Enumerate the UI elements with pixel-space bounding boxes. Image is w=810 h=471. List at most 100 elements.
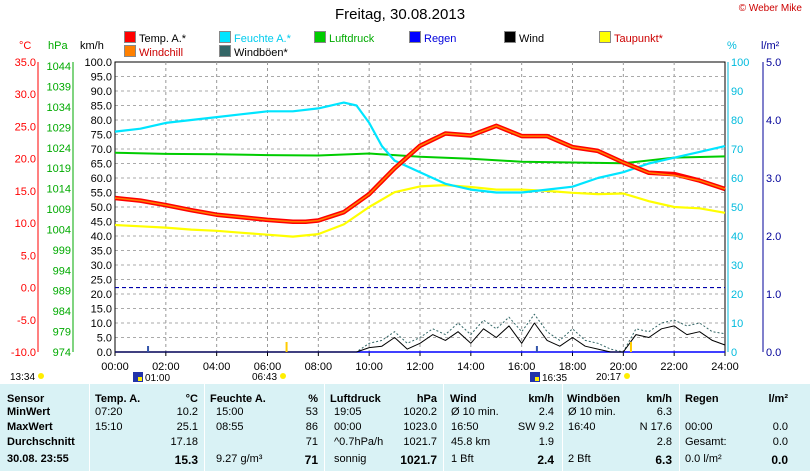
stats-cell-rain_v: 0.0 xyxy=(772,436,788,448)
stats-cell-gust_v: 6.3 xyxy=(656,406,672,418)
legend-humidity-swatch xyxy=(219,31,231,43)
stats-cell-wind_t: Ø 10 min. xyxy=(451,406,499,418)
stats-cell-gust_t: 2 Bft xyxy=(568,453,591,465)
legend-temp-swatch xyxy=(124,31,136,43)
stats-header-pressure: Luftdruck xyxy=(330,393,381,405)
tick-label-percent: 60 xyxy=(731,173,743,185)
stats-header-pressure-unit: hPa xyxy=(416,393,437,405)
tick-label-kmh: 45.0 xyxy=(91,217,112,229)
tick-label-kmh: 95.0 xyxy=(91,72,112,84)
stats-cell-gust_v: N 17.6 xyxy=(639,421,672,433)
tick-label-kmh: 70.0 xyxy=(91,144,112,156)
sun-dot-icon xyxy=(38,373,45,379)
stats-cell-temp_v: 15.3 xyxy=(174,453,198,467)
x-tick-label: 08:00 xyxy=(305,361,333,373)
tick-label-rain: 1.0 xyxy=(766,289,781,301)
stats-divider xyxy=(443,384,444,471)
legend-wind-swatch xyxy=(504,31,516,43)
stats-cell-rain_t: Gesamt: xyxy=(685,436,727,448)
stats-cell-temp_v: 25.1 xyxy=(176,421,198,433)
tick-label-rain: 3.0 xyxy=(766,173,781,185)
tick-label-celsius: -5.0 xyxy=(17,315,36,327)
tick-label-kmh: 80.0 xyxy=(91,115,112,127)
tick-label-kmh: 30.0 xyxy=(91,260,112,272)
tick-label-hpa: 1019 xyxy=(47,163,71,175)
stats-cell-rain_t: 00:00 xyxy=(685,421,713,433)
tick-label-hpa: 1029 xyxy=(47,122,71,134)
stats-table: Sensor Temp. A. °C Feuchte A. % Luftdruc… xyxy=(0,384,810,471)
stats-cell-rain_v: 0.0 xyxy=(771,453,788,467)
tick-label-kmh: 10.0 xyxy=(91,318,112,330)
tick-label-percent: 50 xyxy=(731,202,743,214)
stats-cell-hum_t: 15:00 xyxy=(216,406,244,418)
tick-label-celsius: 30.0 xyxy=(15,89,36,101)
tick-label-kmh: 5.0 xyxy=(97,333,112,345)
chart-title: Freitag, 30.08.2013 xyxy=(334,6,466,23)
stats-cell-press_t: sonnig xyxy=(334,453,367,465)
stats-cell-wind_t: 16:50 xyxy=(451,421,479,433)
tick-label-kmh: 35.0 xyxy=(91,246,112,258)
stats-cell-gust_v: 2.8 xyxy=(656,436,672,448)
stats-header-temp-unit: °C xyxy=(185,393,198,405)
sunset-time-value: 20:17 xyxy=(596,372,622,383)
x-tick-label: 06:00 xyxy=(254,361,282,373)
legend-gusts: Windböen* xyxy=(219,45,288,59)
stats-divider xyxy=(204,384,205,471)
stats-header-rain: Regen xyxy=(685,393,719,405)
unit-celsius: °C xyxy=(19,40,32,52)
tick-label-hpa: 979 xyxy=(53,327,71,339)
tick-label-kmh: 25.0 xyxy=(91,275,112,287)
credit-link[interactable]: © Weber Mike xyxy=(738,3,802,14)
legend-temp-label: Temp. A.* xyxy=(139,33,187,45)
stats-cell-press_v: 1023.0 xyxy=(403,421,437,433)
tick-label-hpa: 1004 xyxy=(47,224,71,236)
tick-label-kmh: 60.0 xyxy=(91,173,112,185)
stats-cell-label: 30.08. 23:55 xyxy=(7,453,69,465)
stats-cell-label: Durchschnitt xyxy=(7,436,75,448)
unit-percent: % xyxy=(727,40,737,52)
stats-cell-hum_t: 9.27 g/m³ xyxy=(216,453,263,465)
tick-label-kmh: 65.0 xyxy=(91,159,112,171)
unit-rain: l/m² xyxy=(761,40,780,52)
tick-label-celsius: 10.0 xyxy=(15,218,36,230)
x-tick-label: 24:00 xyxy=(711,361,739,373)
x-tick-label: 14:00 xyxy=(457,361,485,373)
sunrise-dot-icon xyxy=(280,373,287,379)
stats-header-sensor: Sensor xyxy=(7,393,45,405)
legend-pressure-swatch xyxy=(314,31,326,43)
tick-label-hpa: 1024 xyxy=(47,143,71,155)
legend-dewpoint: Taupunkt* xyxy=(599,31,663,45)
stats-cell-temp_t: 15:10 xyxy=(95,421,123,433)
tick-label-percent: 30 xyxy=(731,260,743,272)
legend-pressure-label: Luftdruck xyxy=(329,33,375,45)
stats-cell-wind_t: 1 Bft xyxy=(451,453,474,465)
tick-label-kmh: 15.0 xyxy=(91,304,112,316)
marker-1-time: 01:00 xyxy=(145,373,171,384)
tick-label-celsius: 15.0 xyxy=(15,186,36,198)
legend-rain-label: Regen xyxy=(424,33,457,45)
tick-label-celsius: 25.0 xyxy=(15,121,36,133)
stats-cell-hum_v: 71 xyxy=(305,436,318,448)
x-tick-label: 12:00 xyxy=(406,361,434,373)
stats-cell-gust_v: 6.3 xyxy=(655,453,672,467)
series-line-windben xyxy=(115,313,726,353)
tick-label-percent: 10 xyxy=(731,318,743,330)
legend-wind: Wind xyxy=(504,31,544,45)
unit-hpa: hPa xyxy=(48,40,68,52)
stats-cell-wind_v: 2.4 xyxy=(538,406,554,418)
stats-cell-press_v: 1020.2 xyxy=(403,406,437,418)
legend-windchill: Windchill xyxy=(124,45,183,59)
weather-chart: 00:00 02:00 04:00 06:00 08:00 10:00 12:00 14:00… xyxy=(11,57,781,373)
series-line-taupunkt xyxy=(114,184,726,238)
tick-label-kmh: 50.0 xyxy=(91,202,112,214)
series-line-feuchtea xyxy=(114,101,726,194)
legend-windchill-swatch xyxy=(124,45,136,57)
tick-label-hpa: 1034 xyxy=(47,102,71,114)
x-tick-label: 10:00 xyxy=(355,361,383,373)
tick-label-hpa: 999 xyxy=(53,245,71,257)
stats-divider xyxy=(89,384,90,471)
legend-temp: Temp. A.* xyxy=(124,31,186,45)
stats-header-rain-unit: l/m² xyxy=(768,393,788,405)
stats-cell-wind_v: 1.9 xyxy=(538,436,554,448)
legend-dewpoint-swatch xyxy=(599,31,611,43)
